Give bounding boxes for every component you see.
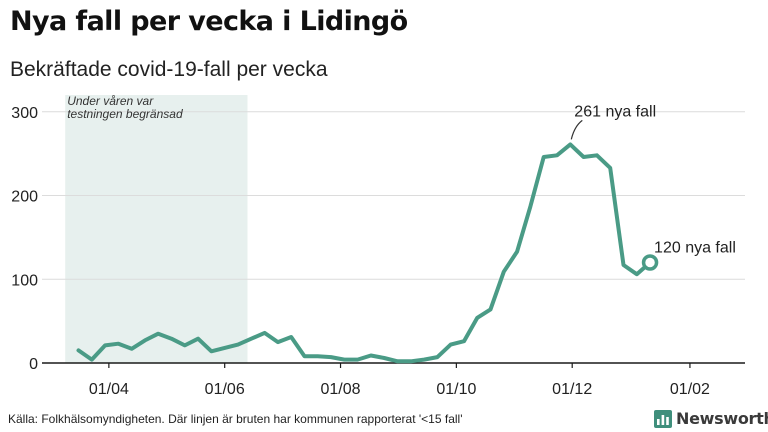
shaded-region-label: testningen begränsad — [67, 107, 183, 121]
annotation-peak: 261 nya fall — [574, 103, 656, 120]
annotation-leader — [570, 119, 583, 140]
chart-subtitle: Bekräftade covid-19-fall per vecka — [10, 58, 328, 81]
y-tick-label: 100 — [11, 272, 38, 289]
annotation-latest: 120 nya fall — [654, 240, 736, 257]
brand-name: Newsworthy — [676, 409, 768, 428]
source-note: Källa: Folkhälsomyndigheten. Där linjen … — [8, 412, 463, 426]
chart-title: Nya fall per vecka i Lidingö — [10, 6, 408, 37]
x-tick-label: 01/08 — [321, 381, 361, 398]
x-tick-label: 01/04 — [89, 381, 129, 398]
y-tick-label: 0 — [29, 356, 38, 373]
y-tick-label: 300 — [11, 105, 38, 122]
last-point-marker — [641, 254, 659, 271]
series-line — [76, 142, 653, 364]
newsworthy-icon — [654, 409, 672, 428]
shaded-region — [65, 95, 248, 363]
x-tick-label: 01/12 — [552, 381, 592, 398]
shaded-region-label: Under våren var — [67, 94, 154, 108]
x-tick-label: 01/06 — [205, 381, 245, 398]
brand-logo: Newsworthy — [654, 409, 768, 428]
y-tick-label: 200 — [11, 189, 38, 206]
x-tick-label: 01/10 — [436, 381, 476, 398]
x-tick-label: 01/02 — [670, 381, 710, 398]
